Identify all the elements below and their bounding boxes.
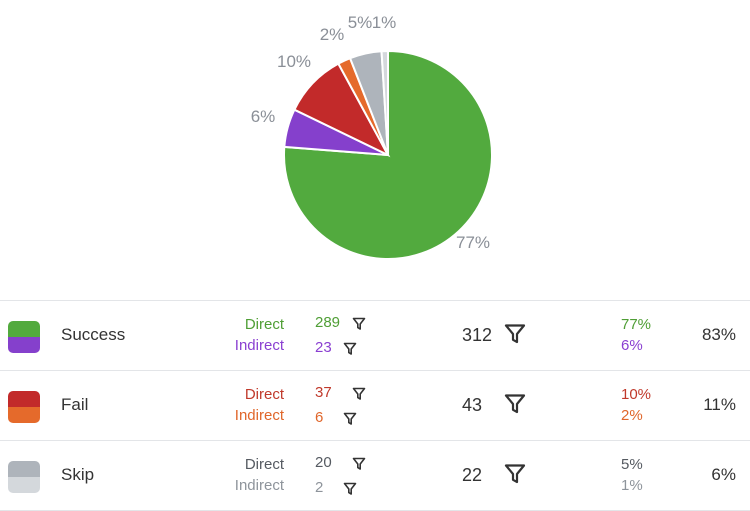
fail-indirect-swatch	[8, 407, 40, 423]
results-table: Success Direct Indirect 289 23 312 77% 6…	[0, 300, 750, 511]
table-row-success: Success Direct Indirect 289 23 312 77% 6…	[0, 300, 750, 370]
indirect-count: 23	[315, 339, 332, 356]
direct-percent: 77%	[621, 316, 652, 333]
success-direct-swatch	[8, 321, 40, 337]
indirect-percent: 2%	[621, 407, 643, 424]
pie-slice-label: 1%	[372, 13, 397, 32]
row-name: Skip	[61, 465, 95, 484]
fail-direct-swatch	[8, 391, 40, 407]
pie-slice-label: 77%	[456, 233, 490, 252]
pie-slice	[283, 49, 493, 260]
indirect-count: 2	[315, 479, 324, 496]
skip-direct-swatch	[8, 461, 40, 477]
filter-icon[interactable]	[352, 387, 366, 401]
row-total: 312	[462, 325, 493, 345]
indirect-label: Indirect	[234, 337, 284, 354]
direct-label: Direct	[244, 456, 284, 473]
direct-count: 289	[315, 314, 341, 331]
indirect-percent: 6%	[621, 337, 643, 354]
filter-icon[interactable]	[352, 457, 366, 471]
direct-percent: 10%	[621, 386, 652, 403]
pie-slice-label: 10%	[277, 52, 311, 71]
row-name: Success	[61, 325, 126, 344]
row-total: 22	[462, 465, 483, 485]
indirect-count: 6	[315, 409, 324, 426]
pie-slice-label: 2%	[320, 25, 345, 44]
pie-slice-label: 5%	[348, 13, 373, 32]
filter-icon[interactable]	[504, 463, 526, 485]
filter-icon[interactable]	[352, 317, 366, 331]
direct-count: 20	[315, 454, 332, 471]
row-total-percent: 83%	[701, 325, 736, 344]
indirect-percent: 1%	[621, 477, 643, 494]
direct-percent: 5%	[621, 456, 643, 473]
success-indirect-swatch	[8, 337, 40, 353]
filter-icon[interactable]	[504, 393, 526, 415]
indirect-label: Indirect	[234, 407, 284, 424]
table-row-skip: Skip Direct Indirect 20 2 22 5% 1% 6%	[0, 440, 750, 511]
filter-icon[interactable]	[504, 323, 526, 345]
direct-label: Direct	[244, 386, 284, 403]
indirect-label: Indirect	[234, 477, 284, 494]
row-total-percent: 11%	[703, 395, 736, 414]
table-row-fail: Fail Direct Indirect 37 6 43 10% 2% 11%	[0, 370, 750, 440]
filter-icon[interactable]	[343, 412, 357, 426]
pie-chart: 77% 6% 10% 2% 5% 1%	[251, 13, 493, 260]
row-total: 43	[462, 395, 483, 415]
direct-count: 37	[315, 384, 332, 401]
skip-indirect-swatch	[8, 477, 40, 493]
direct-label: Direct	[244, 316, 284, 333]
pie-slice	[380, 49, 389, 156]
row-name: Fail	[61, 395, 89, 414]
row-total-percent: 6%	[711, 465, 736, 484]
filter-icon[interactable]	[343, 342, 357, 356]
pie-slice-label: 6%	[251, 107, 276, 126]
pie-chart-svg: 77% 6% 10% 2%5% 1%	[251, 13, 493, 260]
filter-icon[interactable]	[343, 482, 357, 496]
